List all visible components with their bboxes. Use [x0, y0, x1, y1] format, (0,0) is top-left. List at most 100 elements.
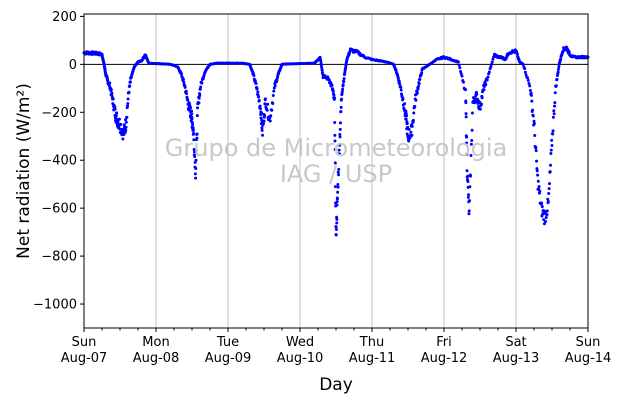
data-point — [418, 77, 422, 81]
data-point — [113, 107, 117, 111]
data-point — [523, 67, 527, 71]
data-point — [111, 97, 115, 101]
data-point — [254, 81, 258, 85]
data-point — [338, 143, 342, 147]
y-axis-title: Net radiation (W/m²) — [14, 83, 34, 259]
y-tick-label: −200 — [41, 106, 77, 121]
data-point — [335, 197, 339, 201]
data-point — [553, 101, 557, 105]
data-point — [532, 119, 536, 123]
data-point — [190, 117, 194, 121]
x-tick-label: Thu — [359, 335, 384, 350]
y-tick-label: −1000 — [33, 298, 77, 313]
data-point — [333, 96, 337, 100]
data-point — [411, 118, 415, 122]
data-point — [192, 138, 196, 142]
data-point — [334, 228, 338, 232]
data-point — [334, 225, 338, 229]
data-point — [456, 60, 460, 64]
data-point — [459, 72, 463, 76]
data-point — [491, 57, 495, 61]
data-point — [524, 73, 528, 77]
data-point — [341, 83, 345, 87]
grid-lines — [155, 14, 517, 328]
data-point — [480, 96, 484, 100]
data-point — [478, 107, 482, 111]
data-point — [557, 65, 561, 69]
data-point — [549, 163, 553, 167]
data-point — [260, 118, 264, 122]
data-point — [409, 130, 413, 134]
data-point — [552, 112, 556, 116]
data-point — [191, 123, 195, 127]
data-point — [256, 90, 260, 94]
data-point — [272, 86, 276, 90]
data-point — [119, 122, 123, 126]
data-point — [407, 139, 411, 143]
data-point — [125, 115, 129, 119]
data-point — [194, 148, 198, 152]
data-point — [534, 146, 538, 150]
data-point — [405, 122, 409, 126]
data-point — [193, 172, 197, 176]
data-point — [553, 91, 557, 95]
data-point — [127, 91, 131, 95]
data-point — [548, 170, 552, 174]
data-point — [526, 76, 530, 80]
data-point — [197, 96, 201, 100]
data-point — [544, 220, 548, 224]
data-point — [198, 93, 202, 97]
data-point — [335, 203, 339, 207]
data-point — [338, 133, 342, 137]
data-point — [475, 92, 479, 96]
data-point — [415, 91, 419, 95]
x-tick-label: Fri — [436, 335, 452, 350]
data-point — [542, 218, 546, 222]
data-point — [339, 110, 343, 114]
data-point — [252, 73, 256, 77]
data-point — [124, 118, 128, 122]
data-point — [473, 97, 477, 101]
data-point — [486, 75, 490, 79]
data-point — [342, 80, 346, 84]
data-point — [333, 133, 337, 137]
data-point — [465, 169, 469, 173]
y-axis-ticks: 200 0 −200 −400 −600 −800 −1000 — [33, 10, 84, 313]
data-point — [257, 99, 261, 103]
data-point — [180, 73, 184, 77]
y-tick-label: −600 — [41, 202, 77, 217]
data-point — [337, 173, 341, 177]
data-point — [489, 65, 493, 69]
data-point — [258, 107, 262, 111]
data-point — [337, 167, 341, 171]
data-point — [195, 114, 199, 118]
data-point — [547, 187, 551, 191]
data-point — [469, 154, 473, 158]
data-point — [333, 139, 337, 143]
data-point — [195, 136, 199, 140]
data-point — [464, 101, 468, 105]
x-axis-title: Day — [319, 375, 353, 395]
data-point — [527, 82, 531, 86]
data-point — [197, 101, 201, 105]
data-point — [319, 59, 323, 63]
data-point — [125, 104, 129, 108]
y-tick-label: −400 — [41, 154, 77, 169]
data-point — [403, 102, 407, 106]
x-tick-label: Sun — [576, 335, 601, 350]
data-point — [261, 122, 265, 126]
data-point — [128, 84, 132, 88]
data-point — [468, 185, 472, 189]
watermark: Grupo de Micrometeorologia IAG / USP — [165, 134, 507, 188]
data-point — [410, 133, 414, 137]
data-point — [556, 70, 560, 74]
data-point — [532, 122, 536, 126]
data-point — [335, 221, 339, 225]
data-point — [465, 135, 469, 139]
x-tick-label: Aug-07 — [61, 351, 108, 366]
data-point — [192, 131, 196, 135]
data-point — [533, 134, 537, 138]
data-point — [257, 95, 261, 99]
x-tick-label: Aug-09 — [205, 351, 252, 366]
